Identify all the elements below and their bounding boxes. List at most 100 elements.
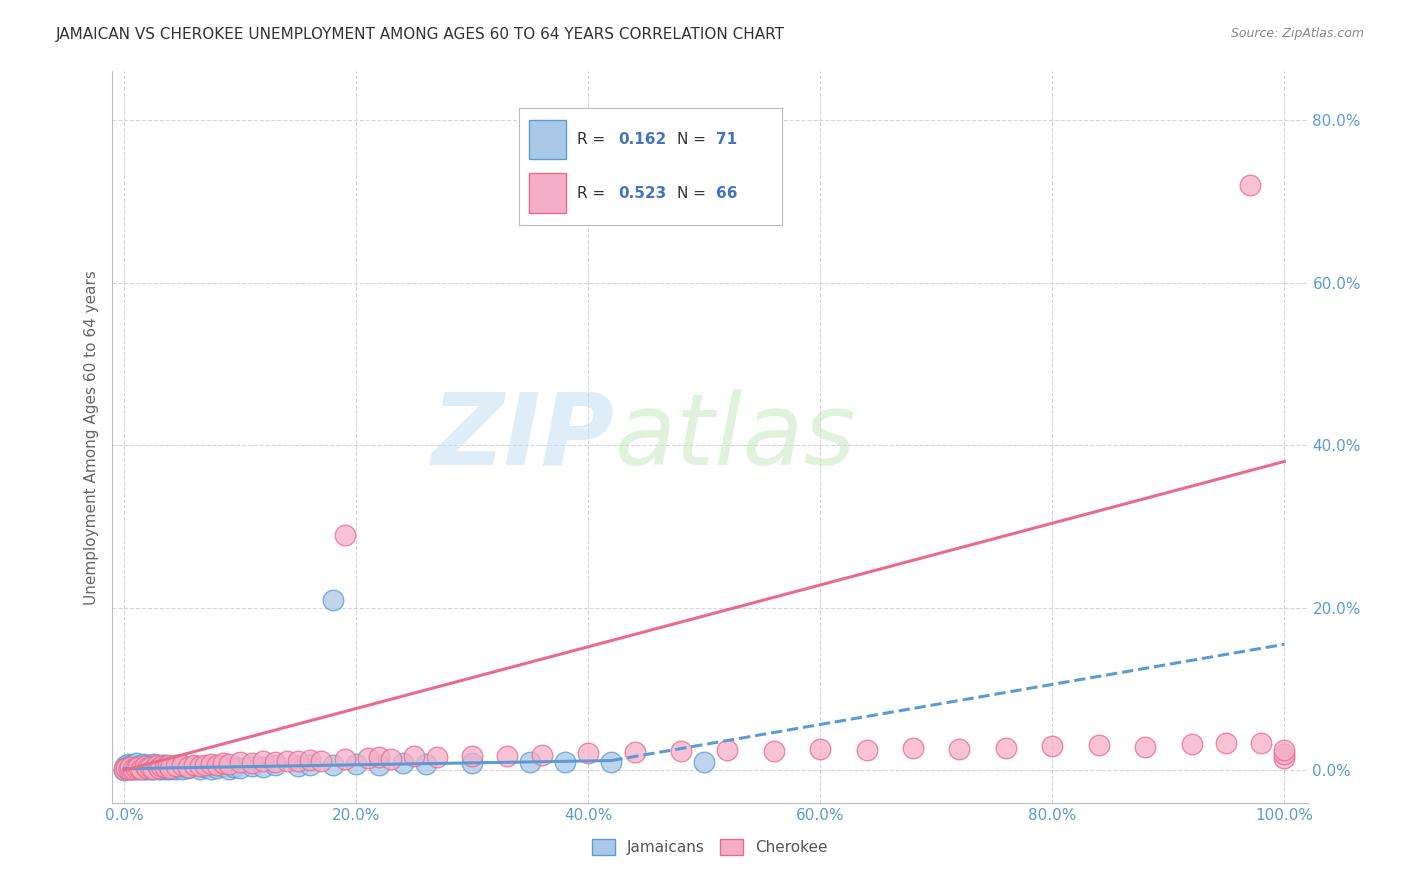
Point (165, 759, 187, 773)
Point (122, 758, 145, 772)
Point (194, 758, 217, 772)
Point (808, 742, 831, 756)
Point (183, 759, 205, 773)
Point (153, 761, 176, 775)
Point (131, 756, 153, 771)
Point (415, 756, 437, 771)
Point (135, 763, 157, 777)
Point (183, 757, 205, 772)
Point (159, 759, 181, 773)
Point (136, 761, 159, 775)
Point (200, 756, 222, 771)
Point (150, 759, 173, 773)
Point (177, 761, 200, 775)
Point (148, 761, 170, 775)
Point (172, 758, 194, 772)
Point (136, 761, 159, 775)
Point (461, 748, 484, 763)
Point (169, 760, 191, 774)
Point (240, 756, 263, 770)
Point (112, 764, 135, 778)
Point (142, 760, 165, 774)
Point (948, 742, 970, 756)
Point (855, 743, 877, 757)
Point (344, 756, 367, 771)
Point (1087, 738, 1109, 752)
Point (157, 760, 180, 774)
Point (368, 750, 391, 764)
Point (1215, 736, 1237, 750)
Point (1133, 739, 1156, 754)
Point (554, 755, 576, 769)
Point (205, 757, 228, 772)
Point (264, 755, 287, 769)
Point (276, 754, 298, 768)
Point (122, 762, 145, 776)
Point (287, 755, 309, 769)
Point (118, 760, 141, 774)
Point (496, 749, 519, 764)
Point (128, 763, 150, 777)
Point (519, 755, 541, 769)
Point (1272, 751, 1295, 765)
Point (127, 760, 149, 774)
Point (120, 760, 142, 774)
Text: ZIP: ZIP (432, 389, 614, 485)
Point (1239, 178, 1261, 193)
Point (229, 761, 252, 775)
Point (1250, 736, 1272, 750)
Point (530, 747, 553, 762)
Point (145, 758, 167, 772)
Point (125, 756, 148, 770)
Point (1272, 747, 1295, 761)
Point (368, 757, 391, 772)
Point (155, 762, 177, 776)
Point (287, 759, 309, 773)
Point (188, 762, 211, 776)
Point (218, 756, 240, 771)
Point (252, 760, 274, 774)
Point (121, 763, 143, 777)
Point (172, 758, 194, 772)
Point (125, 761, 148, 775)
Point (165, 757, 187, 772)
Point (240, 759, 263, 773)
Point (159, 761, 181, 775)
Point (145, 758, 167, 772)
Point (264, 758, 287, 772)
Point (994, 740, 1017, 755)
Point (132, 762, 155, 776)
Point (333, 752, 356, 766)
Point (357, 751, 380, 765)
Point (380, 752, 402, 766)
Point (118, 763, 141, 777)
Point (1040, 739, 1063, 753)
Point (576, 746, 599, 760)
Legend: Jamaicans, Cherokee: Jamaicans, Cherokee (586, 833, 834, 861)
Point (716, 743, 738, 757)
Point (311, 754, 333, 768)
Point (322, 592, 344, 607)
Point (298, 757, 321, 772)
Point (136, 757, 159, 772)
Point (145, 761, 167, 775)
Point (211, 756, 233, 770)
Point (148, 759, 170, 773)
Point (391, 756, 413, 770)
Point (134, 759, 156, 773)
Point (134, 759, 156, 773)
Point (131, 758, 153, 772)
Point (150, 757, 173, 772)
Point (159, 763, 181, 777)
Point (139, 758, 162, 772)
Point (1180, 737, 1202, 751)
Point (112, 763, 135, 777)
Point (118, 757, 141, 772)
Point (124, 761, 146, 775)
Point (153, 758, 176, 772)
Point (172, 763, 194, 777)
Point (211, 759, 233, 773)
Point (333, 527, 356, 541)
Point (150, 763, 173, 777)
Point (131, 761, 153, 775)
